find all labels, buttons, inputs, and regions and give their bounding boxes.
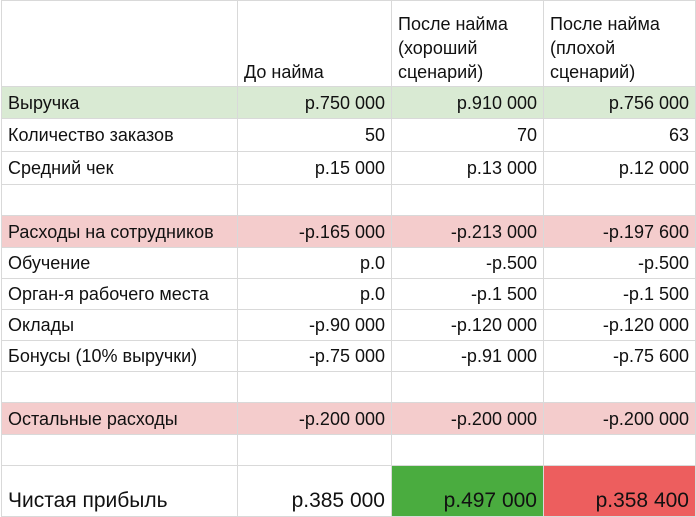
row-empty <box>1 184 696 216</box>
cell-bad[interactable]: р.756 000 <box>543 86 696 119</box>
cell-good[interactable]: -р.200 000 <box>391 402 544 435</box>
cell-good[interactable]: р.497 000 <box>391 465 544 517</box>
row-label[interactable]: Обучение <box>1 247 238 279</box>
row-label[interactable]: Выручка <box>1 86 238 119</box>
cell-bad[interactable]: -р.197 600 <box>543 215 696 248</box>
empty-cell[interactable] <box>543 184 696 216</box>
row-workplace-setup: Орган-я рабочего места р.0 -р.1 500 -р.1… <box>1 278 696 310</box>
header-row: До найма После найма (хороший сценарий) … <box>1 0 696 87</box>
row-label[interactable]: Чистая прибыль <box>1 465 238 517</box>
row-label[interactable]: Бонусы (10% выручки) <box>1 340 238 372</box>
empty-cell[interactable] <box>543 434 696 466</box>
header-bad-scenario[interactable]: После найма (плохой сценарий) <box>543 0 696 87</box>
empty-cell[interactable] <box>1 434 238 466</box>
row-label[interactable]: Средний чек <box>1 151 238 185</box>
cell-bad[interactable]: -р.75 600 <box>543 340 696 372</box>
cell-bad[interactable]: -р.500 <box>543 247 696 279</box>
cell-before[interactable]: р.0 <box>237 278 392 310</box>
empty-cell[interactable] <box>543 371 696 403</box>
cell-good[interactable]: -р.500 <box>391 247 544 279</box>
row-training: Обучение р.0 -р.500 -р.500 <box>1 247 696 279</box>
header-before[interactable]: До найма <box>237 0 392 87</box>
cell-bad[interactable]: р.358 400 <box>543 465 696 517</box>
cell-before[interactable]: р.750 000 <box>237 86 392 119</box>
cell-before[interactable]: р.0 <box>237 247 392 279</box>
header-empty-cell[interactable] <box>1 0 238 87</box>
cell-before[interactable]: р.385 000 <box>237 465 392 517</box>
empty-cell[interactable] <box>237 371 392 403</box>
row-net-profit: Чистая прибыль р.385 000 р.497 000 р.358… <box>1 465 696 517</box>
row-label[interactable]: Оклады <box>1 309 238 341</box>
cell-before[interactable]: -р.200 000 <box>237 402 392 435</box>
cell-good[interactable]: -р.91 000 <box>391 340 544 372</box>
row-label[interactable]: Количество заказов <box>1 118 238 152</box>
row-label[interactable]: Остальные расходы <box>1 402 238 435</box>
row-empty <box>1 434 696 466</box>
cell-bad[interactable]: р.12 000 <box>543 151 696 185</box>
row-salaries: Оклады -р.90 000 -р.120 000 -р.120 000 <box>1 309 696 341</box>
cell-good[interactable]: -р.120 000 <box>391 309 544 341</box>
cell-before[interactable]: 50 <box>237 118 392 152</box>
row-label[interactable]: Расходы на сотрудников <box>1 215 238 248</box>
row-bonuses: Бонусы (10% выручки) -р.75 000 -р.91 000… <box>1 340 696 372</box>
row-orders-count: Количество заказов 50 70 63 <box>1 118 696 152</box>
empty-cell[interactable] <box>237 434 392 466</box>
empty-cell[interactable] <box>391 434 544 466</box>
row-empty <box>1 371 696 403</box>
empty-cell[interactable] <box>1 371 238 403</box>
cell-good[interactable]: р.13 000 <box>391 151 544 185</box>
cell-good[interactable]: -р.1 500 <box>391 278 544 310</box>
cell-before[interactable]: -р.90 000 <box>237 309 392 341</box>
empty-cell[interactable] <box>1 184 238 216</box>
empty-cell[interactable] <box>391 184 544 216</box>
cell-bad[interactable]: 63 <box>543 118 696 152</box>
cell-bad[interactable]: -р.200 000 <box>543 402 696 435</box>
row-revenue: Выручка р.750 000 р.910 000 р.756 000 <box>1 86 696 119</box>
cell-good[interactable]: -р.213 000 <box>391 215 544 248</box>
row-staff-expenses: Расходы на сотрудников -р.165 000 -р.213… <box>1 215 696 248</box>
cell-before[interactable]: -р.165 000 <box>237 215 392 248</box>
cell-before[interactable]: р.15 000 <box>237 151 392 185</box>
cell-before[interactable]: -р.75 000 <box>237 340 392 372</box>
row-average-check: Средний чек р.15 000 р.13 000 р.12 000 <box>1 151 696 185</box>
row-other-expenses: Остальные расходы -р.200 000 -р.200 000 … <box>1 402 696 435</box>
header-good-scenario[interactable]: После найма (хороший сценарий) <box>391 0 544 87</box>
row-label[interactable]: Орган-я рабочего места <box>1 278 238 310</box>
cell-good[interactable]: р.910 000 <box>391 86 544 119</box>
cell-bad[interactable]: -р.120 000 <box>543 309 696 341</box>
empty-cell[interactable] <box>237 184 392 216</box>
cell-bad[interactable]: -р.1 500 <box>543 278 696 310</box>
empty-cell[interactable] <box>391 371 544 403</box>
cell-good[interactable]: 70 <box>391 118 544 152</box>
